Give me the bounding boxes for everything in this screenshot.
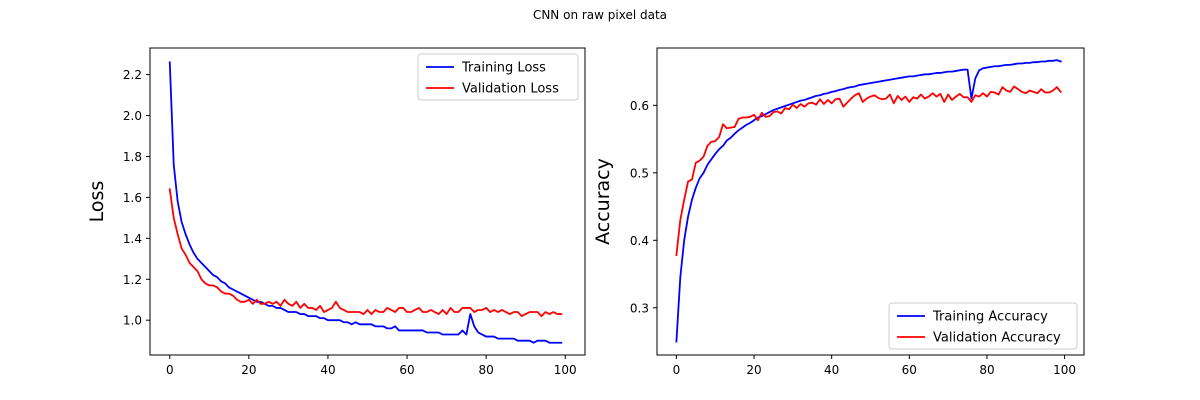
accuracy-x-tick-label: 80 [979,363,994,377]
loss-legend-training-label: Training Loss [461,61,546,76]
accuracy-legend: Training Accuracy Validation Accuracy [888,302,1078,350]
accuracy-y-tick-label: 0.5 [630,166,649,180]
loss-x-tick-label: 40 [320,363,335,377]
loss-legend-box [417,53,579,101]
loss-y-axis-label: Loss [86,181,108,223]
accuracy-y-tick-label: 0.4 [630,234,649,248]
loss-y-tick-label: 1.2 [123,273,142,287]
loss-plot-frame [149,47,586,356]
accuracy-series-training-line [675,59,1062,343]
loss-legend: Training Loss Validation Loss [417,53,579,101]
accuracy-plot-frame [656,47,1085,356]
accuracy-y-tick-label: 0.6 [630,99,649,113]
loss-y-tick-label: 2.0 [123,109,142,123]
accuracy-x-tick-label: 20 [746,363,761,377]
loss-x-tick-label: 60 [399,363,414,377]
accuracy-legend-validation-label: Validation Accuracy [933,331,1061,346]
accuracy-y-axis-label: Accuracy [592,158,614,245]
loss-y-tick-label: 1.8 [123,150,142,164]
loss-x-tick-label: 100 [554,363,577,377]
loss-x-tick-label: 80 [478,363,493,377]
accuracy-x-tick-label: 60 [902,363,917,377]
accuracy-y-tick-label: 0.3 [630,301,649,315]
accuracy-x-tick-label: 100 [1053,363,1076,377]
accuracy-legend-training-label: Training Accuracy [932,310,1048,325]
accuracy-x-tick-label: 40 [824,363,839,377]
loss-y-tick-label: 1.0 [123,314,142,328]
loss-x-tick-label: 0 [166,363,174,377]
accuracy-x-tick-label: 0 [673,363,681,377]
accuracy-legend-box [888,302,1078,350]
loss-y-tick-label: 1.4 [123,232,142,246]
figure-title: CNN on raw pixel data [533,8,667,22]
loss-chart: 0 20 40 60 80 100 1.0 1.2 1.4 1.6 1.8 2.0 2.2 Loss Tra… [86,47,586,377]
loss-y-tick-label: 2.2 [123,68,142,82]
loss-series-validation-line [168,188,563,318]
loss-y-tick-label: 1.6 [123,191,142,205]
accuracy-chart: 0 20 40 60 80 100 0.3 0.4 0.5 0.6 Accuracy Training… [592,47,1085,377]
accuracy-series-validation-line [675,85,1062,257]
loss-x-tick-label: 20 [241,363,256,377]
loss-series-training-line [168,61,563,344]
loss-legend-validation-label: Validation Loss [462,82,559,97]
